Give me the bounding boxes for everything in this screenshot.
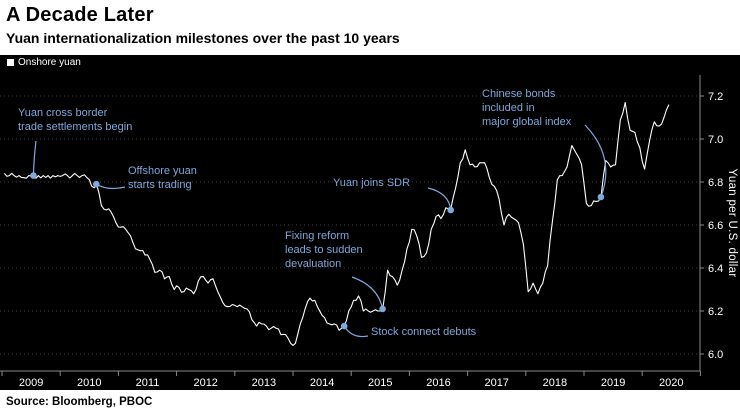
chart-svg: 6.0 6.2 6.4 6.6 6.8 7.0 7.2 2009 2010 2011 2012 201… xyxy=(0,75,723,389)
x-tick-label: 2015 xyxy=(368,377,392,389)
y-tick-label: 6.6 xyxy=(708,220,723,232)
milestone-dot xyxy=(93,180,100,188)
milestone-dot xyxy=(447,206,455,214)
source-bar: Source: Bloomberg, PBOC xyxy=(0,390,740,416)
x-tick-label: 2009 xyxy=(19,377,43,389)
annotation-leader-line xyxy=(351,276,384,310)
annotation-leader-line xyxy=(584,124,607,198)
x-tick-label: 2019 xyxy=(601,377,625,389)
x-tick-label: 2011 xyxy=(136,377,160,389)
x-tick-label: 2016 xyxy=(426,377,450,389)
annotation-leader-line xyxy=(343,325,369,338)
legend-swatch-icon xyxy=(7,59,14,66)
legend: Onshore yuan xyxy=(7,57,81,68)
annotation-leader-line xyxy=(95,183,126,190)
chart-subtitle: Yuan internationalization milestones ove… xyxy=(6,30,400,46)
x-tick-label: 2010 xyxy=(77,377,101,389)
x-tick-label: 2020 xyxy=(659,377,683,389)
y-tick-label: 6.4 xyxy=(708,263,723,275)
x-tick-label: 2012 xyxy=(193,377,217,389)
chart-area: 6.0 6.2 6.4 6.6 6.8 7.0 7.2 2009 2010 2011 2012 201… xyxy=(0,55,740,390)
y-tick-label: 6.8 xyxy=(708,177,723,189)
annotation-leader-line xyxy=(32,140,37,176)
chart-header: A Decade Later Yuan internationalization… xyxy=(0,0,740,55)
y-axis-title: Yuan per U.S. dollar xyxy=(726,168,738,277)
x-tick-label: 2017 xyxy=(484,377,508,389)
x-tick-label: 2013 xyxy=(252,377,276,389)
chart-title: A Decade Later xyxy=(6,4,154,26)
series-line xyxy=(3,101,670,346)
legend-label: Onshore yuan xyxy=(18,57,81,68)
x-tick-label: 2014 xyxy=(310,377,334,389)
y-tick-label: 6.2 xyxy=(708,306,723,318)
milestone-dot xyxy=(30,172,37,179)
y-tick-label: 7.0 xyxy=(708,134,723,146)
milestone-dot xyxy=(379,305,386,313)
source-text: Source: Bloomberg, PBOC xyxy=(6,396,153,408)
x-tick-label: 2018 xyxy=(543,377,567,389)
milestone-dot xyxy=(597,193,605,201)
y-tick-label: 7.2 xyxy=(708,91,723,103)
y-tick-label: 6.0 xyxy=(708,349,723,361)
annotation-leader-line xyxy=(427,187,452,211)
milestone-dot xyxy=(340,322,348,330)
